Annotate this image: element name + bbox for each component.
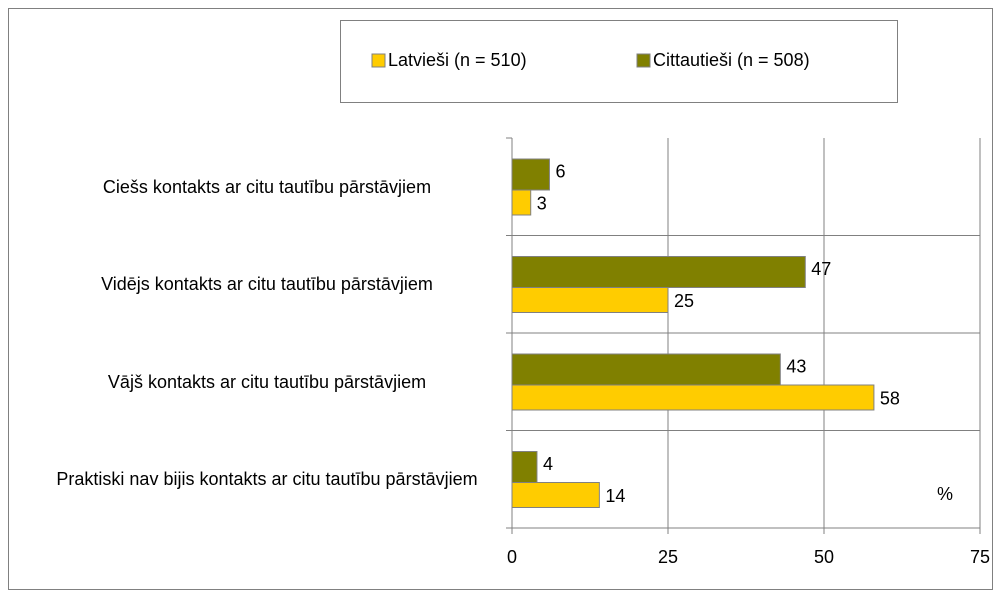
value-label: 4 [543,454,553,474]
value-label: 58 [880,388,900,408]
axis-annotation: % [937,484,953,504]
legend-label: Latvieši (n = 510) [388,50,527,70]
value-label: 3 [537,193,547,213]
bar [511,482,600,508]
category-label: Praktiski nav bijis kontakts ar citu tau… [56,469,478,490]
value-label: 47 [811,259,831,279]
bar [511,287,669,313]
value-label: 43 [786,356,806,376]
x-tick-label: 50 [814,547,834,567]
value-label: 25 [674,291,694,311]
x-tick-label: 0 [507,547,517,567]
legend-swatch [371,53,386,68]
bar [511,189,532,216]
category-label: Vājš kontakts ar citu tautību pārstāvjie… [107,371,427,392]
category-label: Vidējs kontakts ar citu tautību pārstāvj… [101,274,433,295]
value-label: 6 [555,161,565,181]
bar [511,158,550,191]
legend-label: Cittautieši (n = 508) [653,50,810,70]
value-label: 14 [605,486,625,506]
x-tick-label: 25 [658,547,678,567]
x-tick-label: 75 [970,547,990,567]
bar [511,384,875,411]
bar [511,451,538,483]
bar [511,256,806,288]
category-label: Ciešs kontakts ar citu tautību pārstāvji… [102,176,432,197]
bar [511,353,781,386]
legend-swatch [636,53,651,68]
legend-box [340,20,898,103]
